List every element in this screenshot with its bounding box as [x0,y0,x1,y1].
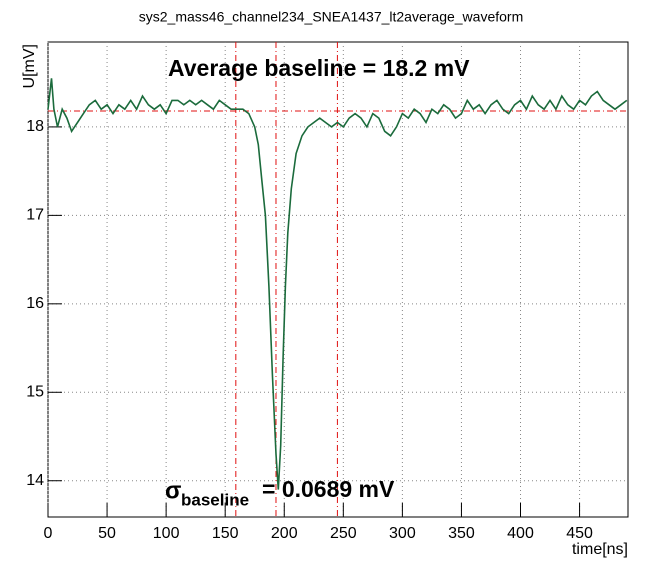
x-tick-label: 150 [212,525,239,542]
plot-area: 14 15 16 17 18 0 50 100 150 200 250 300 350 400 450 [26,42,628,542]
sigma-annotation: = 0.0689 mV [262,476,395,502]
y-axis-label: U[mV] [21,44,38,88]
y-tick-label: 14 [26,472,44,489]
x-axis-label: time[ns] [572,541,628,558]
x-tick-label: 100 [153,525,180,542]
x-tick-label: 250 [330,525,357,542]
x-tick-label: 50 [98,525,116,542]
x-tick-label: 450 [566,525,593,542]
plot-frame [47,41,629,518]
x-tick-label: 200 [271,525,298,542]
x-tick-label: 400 [507,525,534,542]
sigma-subscript: baseline [181,490,249,509]
x-tick-label: 350 [448,525,475,542]
y-tick-label: 16 [26,295,44,312]
y-tick-label: 18 [26,118,44,135]
chart-title: sys2_mass46_channel234_SNEA1437_lt2avera… [139,9,523,25]
x-tick-label: 300 [389,525,416,542]
baseline-annotation: Average baseline = 18.2 mV [168,55,470,81]
y-tick-label: 15 [26,383,44,400]
y-tick-label: 17 [26,207,44,224]
waveform-line [47,78,628,490]
sigma-symbol: σ [165,477,181,504]
x-tick-label: 0 [44,525,53,542]
